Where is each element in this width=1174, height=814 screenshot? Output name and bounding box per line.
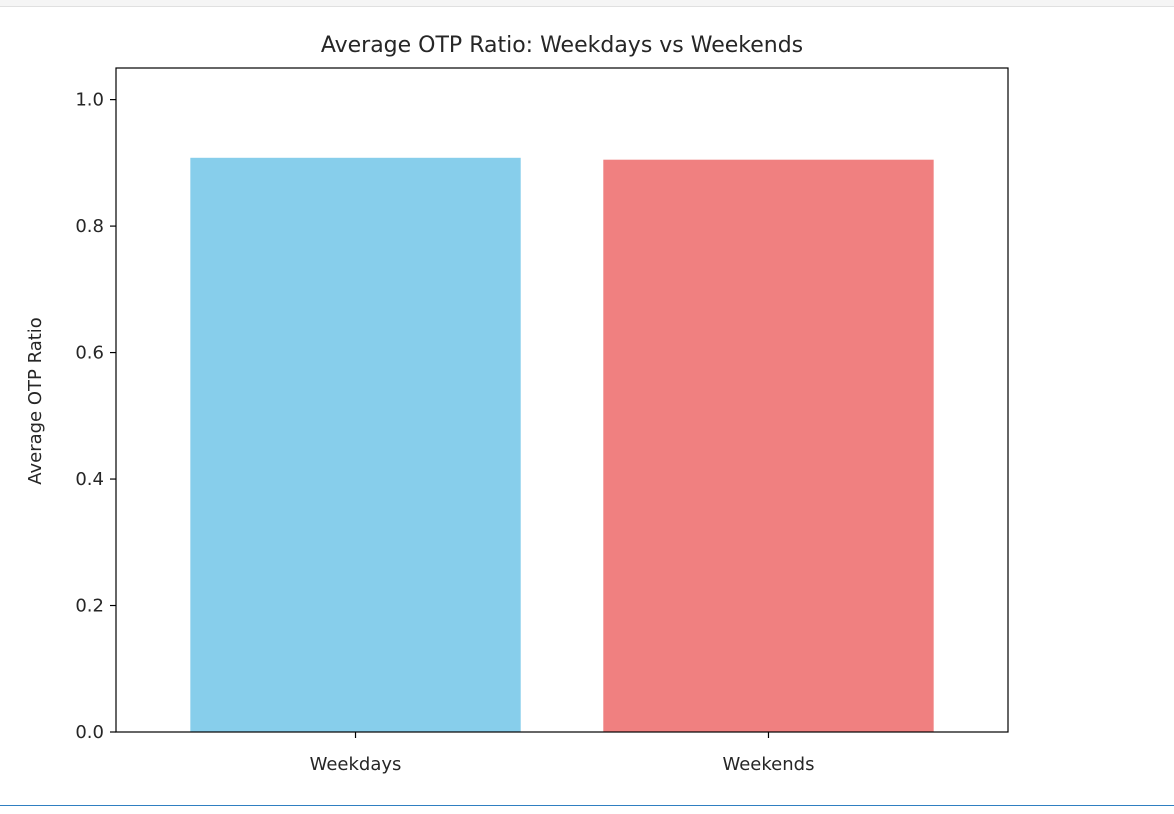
x-tick-label: Weekends [722, 754, 814, 775]
y-tick-label: 0.8 [75, 216, 104, 237]
chart-title: Average OTP Ratio: Weekdays vs Weekends [321, 33, 803, 58]
next-cell-area [0, 806, 1174, 814]
plot-frame [115, 67, 1009, 733]
x-tick-label: Weekdays [310, 754, 402, 775]
y-tick-label: 0.6 [75, 343, 104, 364]
y-axis-label: Average OTP Ratio [25, 317, 46, 485]
previous-cell-edge [0, 0, 1174, 7]
y-tick-label: 0.0 [75, 722, 104, 743]
bars-layer [190, 157, 934, 732]
y-tick-label: 0.2 [75, 596, 104, 617]
y-tick-label: 0.4 [75, 469, 104, 490]
y-ticks-layer: 0.0 0.2 0.4 0.6 0.8 1.0 [75, 90, 116, 743]
bar-weekends [603, 159, 934, 732]
y-tick-label: 1.0 [75, 90, 104, 111]
bar-weekdays [190, 157, 521, 732]
x-ticks-layer: Weekdays Weekends [310, 732, 814, 775]
cell-bottom-border [0, 805, 1174, 806]
bar-chart: Average OTP Ratio: Weekdays vs Weekends … [25, 33, 1009, 775]
cell-output-area: Average OTP Ratio: Weekdays vs Weekends … [0, 7, 1174, 805]
